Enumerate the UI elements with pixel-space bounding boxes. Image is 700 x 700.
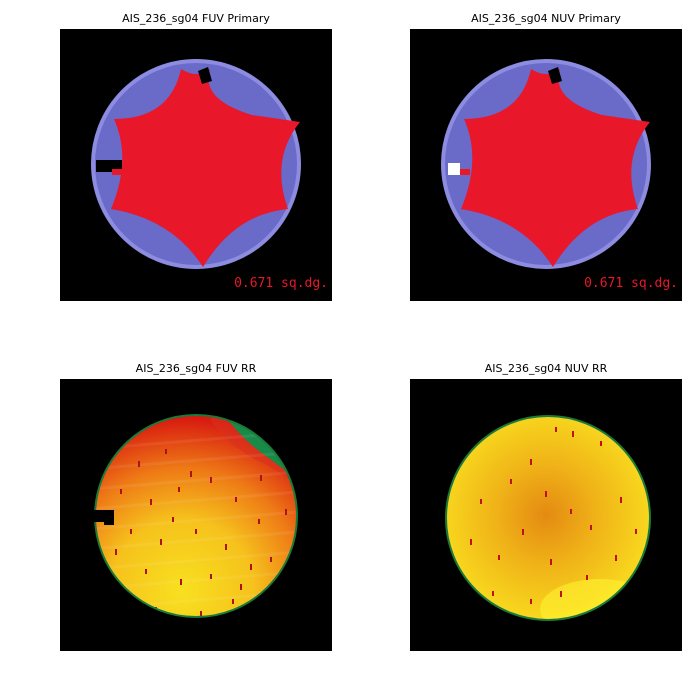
image-frame: 0.671 sq.dg. [60,29,332,301]
image-frame [410,379,682,651]
image-frame [60,379,332,651]
panel-title: AIS_236_sg04 NUV RR [484,362,608,375]
panel-title: AIS_236_sg04 NUV Primary [471,12,621,25]
area-label: 0.671 sq.dg. [584,276,678,291]
primary-coverage-map [441,59,651,269]
area-label: 0.671 sq.dg. [234,276,328,291]
primary-coverage-map [91,59,301,269]
relative-response-map [445,415,651,621]
panel-title: AIS_236_sg04 FUV RR [135,362,257,375]
relative-response-map [92,414,298,618]
panel-title: AIS_236_sg04 FUV Primary [122,12,270,25]
image-frame: 0.671 sq.dg. [410,29,682,301]
